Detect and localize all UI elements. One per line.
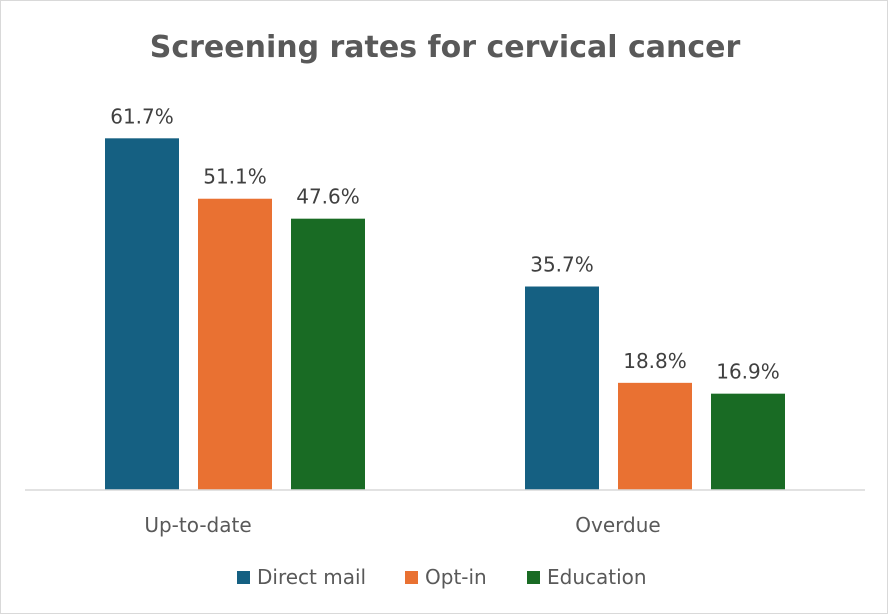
bar-opt-in-overdue	[618, 382, 692, 490]
bars-group	[105, 138, 785, 491]
data-label: 51.1%	[203, 165, 267, 189]
legend-swatch-education	[527, 571, 540, 584]
legend-swatch-direct-mail	[237, 571, 250, 584]
category-label: Up-to-date	[144, 513, 251, 537]
legend: Direct mail Opt-in Education	[237, 565, 647, 589]
data-labels-group: 61.7% 51.1% 47.6% 35.7% 18.8% 16.9%	[110, 104, 780, 383]
category-labels-group: Up-to-date Overdue	[144, 513, 660, 537]
legend-label-direct-mail: Direct mail	[257, 565, 366, 589]
legend-label-education: Education	[547, 565, 647, 589]
data-label: 18.8%	[623, 349, 687, 373]
data-label: 16.9%	[716, 360, 780, 384]
data-label: 47.6%	[296, 185, 360, 209]
category-label: Overdue	[575, 513, 660, 537]
bar-opt-in-up-to-date	[198, 198, 272, 491]
bar-direct-mail-up-to-date	[105, 138, 179, 490]
bar-direct-mail-overdue	[525, 286, 599, 490]
data-label: 61.7%	[110, 104, 174, 128]
legend-label-opt-in: Opt-in	[425, 565, 487, 589]
bar-education-up-to-date	[291, 218, 365, 490]
chart-title: Screening rates for cervical cancer	[150, 30, 741, 65]
legend-swatch-opt-in	[405, 571, 418, 584]
data-label: 35.7%	[530, 253, 594, 277]
bar-education-overdue	[711, 393, 785, 490]
